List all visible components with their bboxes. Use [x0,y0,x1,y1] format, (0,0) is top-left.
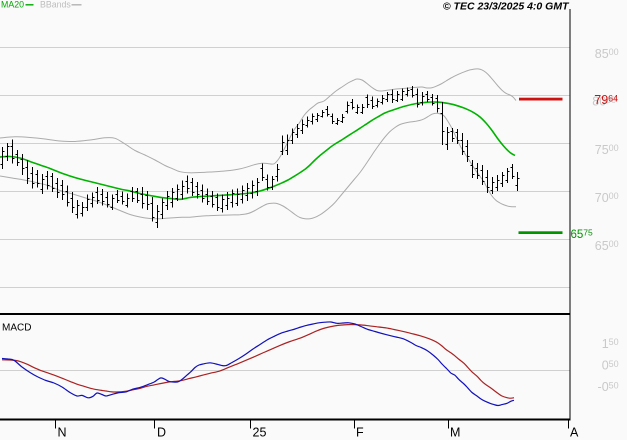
svg-text:F: F [356,426,364,440]
svg-text:6575: 6575 [571,228,594,241]
svg-text:D: D [157,426,166,440]
svg-text:N: N [58,426,67,440]
svg-text:A: A [570,426,579,440]
svg-text:050: 050 [602,358,619,372]
svg-text:BBands: BBands [40,0,71,10]
svg-text:7500: 7500 [595,143,619,157]
svg-text:150: 150 [602,337,619,351]
svg-text:M: M [450,426,460,440]
svg-text:25: 25 [253,426,267,440]
svg-text:© TEC 23/3/2025 4:0 GMT: © TEC 23/3/2025 4:0 GMT [443,1,570,13]
svg-text:-050: -050 [598,380,619,394]
svg-text:6500: 6500 [595,239,619,253]
svg-text:MA20: MA20 [1,0,24,10]
svg-text:8500: 8500 [595,47,619,61]
svg-text:MACD: MACD [2,323,31,334]
svg-text:7000: 7000 [595,191,619,205]
